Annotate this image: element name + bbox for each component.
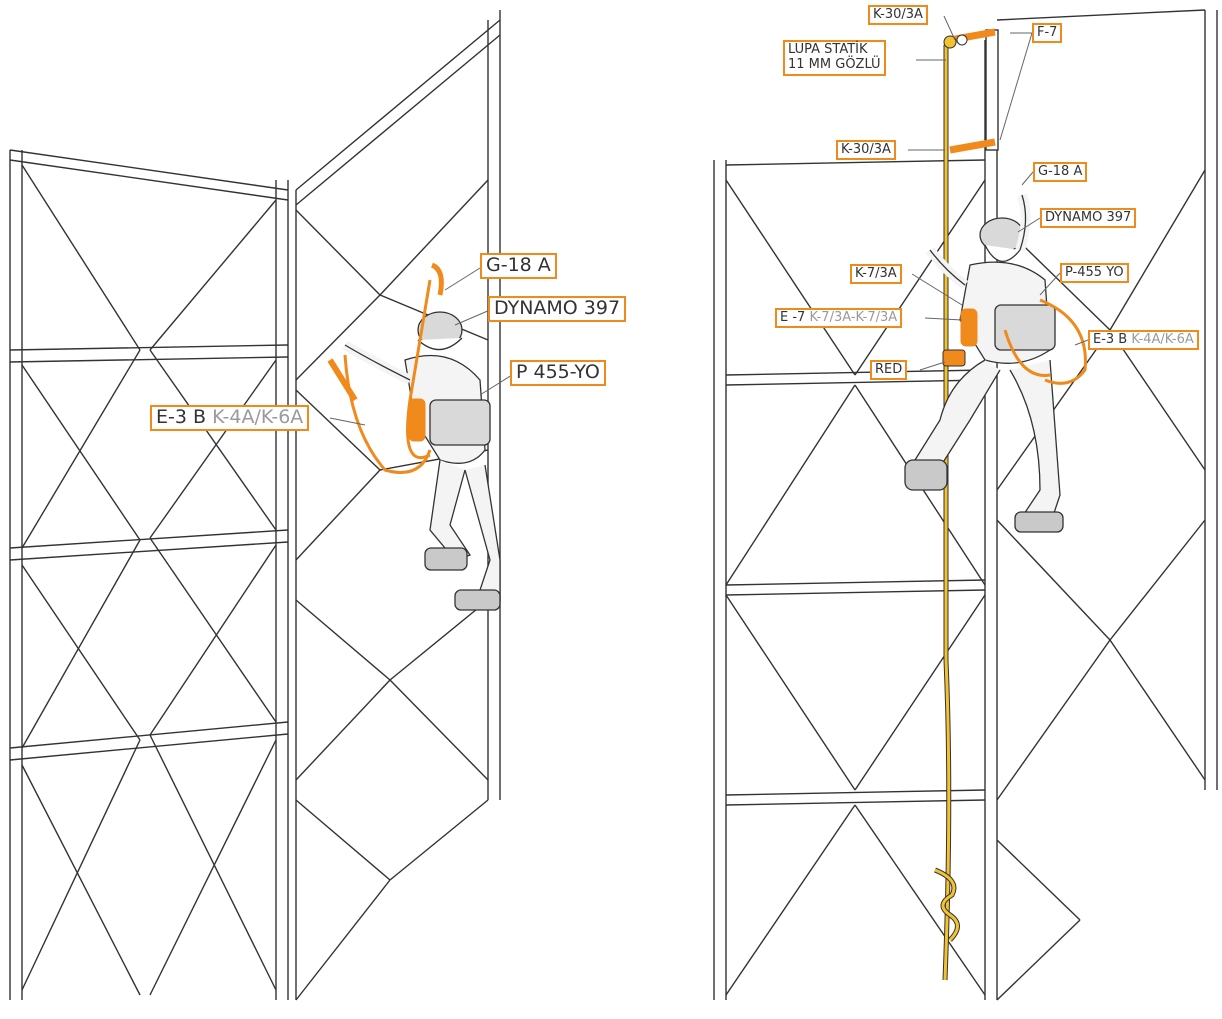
label-g18a-left-text: G-18 A [486,254,551,276]
label-k30-top-text: K-30/3A [873,7,923,22]
label-k73a-text: K-7/3A [855,266,897,281]
leader-lines [329,15,1089,426]
label-g18a-right-text: G-18 A [1038,164,1083,179]
label-lupa-line1: LUPA STATİK [788,42,868,57]
label-e3b-right: E-3 B K-4A/K-6A [1088,330,1199,350]
label-e3b-left: E-3 B K-4A/K-6A [150,405,310,431]
label-red-text: RED [875,362,903,377]
left-lanyard [327,262,444,474]
label-lupa-line2: 11 MM GÖZLÜ [788,56,881,72]
label-f7-text: F-7 [1037,25,1058,40]
label-dynamo-left-text: DYNAMO 397 [494,297,621,319]
label-e7: E -7 K-7/3A-K-7/3A [775,308,903,328]
label-k73a: K-7/3A [850,264,902,284]
label-k30-top: K-30/3A [868,5,928,25]
label-p455-right: P-455 YO [1060,263,1129,283]
label-e3b-left-main: E-3 B [156,406,207,428]
label-e7-main: E -7 [780,310,806,325]
right-lanyard [942,298,1087,385]
left-climber [342,311,501,611]
label-dynamo-right-text: DYNAMO 397 [1045,210,1132,225]
label-g18a-left: G-18 A [480,253,557,279]
label-lupa-statik: LUPA STATİK 11 MM GÖZLÜ [783,40,886,76]
label-red: RED [870,360,908,380]
label-dynamo-left: DYNAMO 397 [488,296,627,322]
label-g18a-right: G-18 A [1033,162,1088,182]
label-p455-left-text: P 455-YO [516,361,600,383]
label-e3b-left-sub: K-4A/K-6A [212,406,304,428]
label-e3b-right-sub: K-4A/K-6A [1131,332,1194,347]
label-p455-right-text: P-455 YO [1065,265,1124,280]
label-f7: F-7 [1032,23,1063,43]
label-e3b-right-main: E-3 B [1093,332,1128,347]
right-rope [934,28,996,981]
right-tower [713,9,1218,1001]
label-p455-left: P 455-YO [510,360,606,386]
label-k30-mid-text: K-30/3A [841,142,891,157]
label-k30-mid: K-30/3A [836,140,896,160]
right-climber [904,193,1064,533]
label-e7-sub: K-7/3A-K-7/3A [809,310,898,325]
label-dynamo-right: DYNAMO 397 [1040,208,1137,228]
left-tower [9,10,501,1001]
